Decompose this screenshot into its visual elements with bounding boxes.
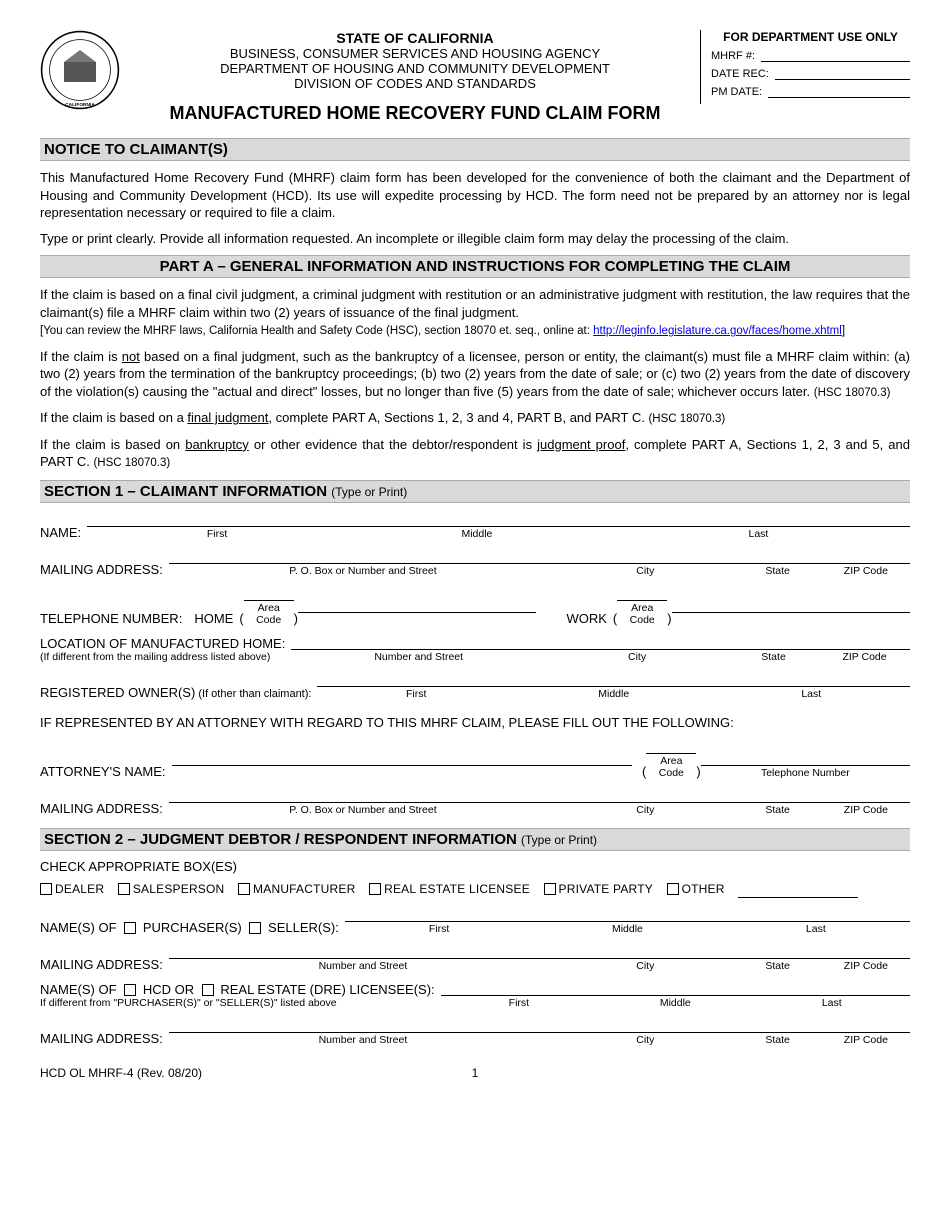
notice-heading: NOTICE TO CLAIMANT(S) bbox=[40, 138, 910, 161]
att-area-field[interactable] bbox=[646, 740, 696, 754]
loc-zip-field[interactable] bbox=[819, 636, 910, 650]
dre-checkbox[interactable] bbox=[202, 984, 214, 996]
work-label: WORK bbox=[566, 611, 606, 626]
other-field[interactable] bbox=[738, 884, 858, 898]
hcd-note: If different from "PURCHASER(S)" or "SEL… bbox=[40, 997, 441, 1009]
work-area-field[interactable] bbox=[617, 587, 667, 601]
dept-use-box: FOR DEPARTMENT USE ONLY MHRF #: DATE REC… bbox=[700, 30, 910, 104]
mhrf-num-label: MHRF #: bbox=[711, 50, 755, 62]
name-middle-field[interactable] bbox=[347, 513, 607, 527]
state-seal: HOUSING AND COMMUNITY CALIFORNIA bbox=[40, 30, 120, 110]
s2b-mail-state-field[interactable] bbox=[734, 1019, 822, 1033]
purchaser-checkbox[interactable] bbox=[124, 922, 136, 934]
section2-heading: SECTION 2 – JUDGMENT DEBTOR / RESPONDENT… bbox=[40, 828, 910, 851]
dept-box-title: FOR DEPARTMENT USE ONLY bbox=[711, 30, 910, 44]
svg-text:CALIFORNIA: CALIFORNIA bbox=[65, 102, 95, 108]
pm-date-label: PM DATE: bbox=[711, 86, 762, 98]
partA-p3: If the claim is based on a final judgmen… bbox=[40, 409, 910, 428]
name-last-field[interactable] bbox=[607, 513, 910, 527]
att-mail-zip-field[interactable] bbox=[822, 789, 910, 803]
work-phone-field[interactable] bbox=[672, 599, 910, 613]
header-agency3: DIVISION OF CODES AND STANDARDS bbox=[130, 76, 700, 91]
lic-middle-field[interactable] bbox=[597, 982, 753, 996]
s2-mail-city-field[interactable] bbox=[557, 945, 733, 959]
mhrf-num-field[interactable] bbox=[761, 50, 910, 62]
regown-middle-field[interactable] bbox=[515, 673, 713, 687]
att-mail-city-field[interactable] bbox=[557, 789, 733, 803]
namesof-label: NAME(S) OF PURCHASER(S) SELLER(S): bbox=[40, 920, 339, 935]
s2-mail-state-field[interactable] bbox=[734, 945, 822, 959]
page-number: 1 bbox=[455, 1066, 495, 1080]
date-rec-label: DATE REC: bbox=[711, 68, 769, 80]
home-area-field[interactable] bbox=[244, 587, 294, 601]
regown-last-field[interactable] bbox=[713, 673, 911, 687]
mailing-label: MAILING ADDRESS: bbox=[40, 562, 163, 577]
ps-first-field[interactable] bbox=[345, 908, 533, 922]
form-title: MANUFACTURED HOME RECOVERY FUND CLAIM FO… bbox=[130, 103, 700, 124]
salesperson-checkbox[interactable] bbox=[118, 883, 130, 895]
notice-p1: This Manufactured Home Recovery Fund (MH… bbox=[40, 169, 910, 222]
partA-p1: If the claim is based on a final civil j… bbox=[40, 286, 910, 340]
mail-zip-field[interactable] bbox=[822, 550, 910, 564]
att-mail-street-field[interactable] bbox=[169, 789, 557, 803]
loc-street-field[interactable] bbox=[291, 636, 546, 650]
mhrf-law-link[interactable]: http://leginfo.legislature.ca.gov/faces/… bbox=[593, 325, 842, 337]
partA-heading: PART A – GENERAL INFORMATION AND INSTRUC… bbox=[40, 255, 910, 278]
s2b-mail-street-field[interactable] bbox=[169, 1019, 557, 1033]
mail-street-field[interactable] bbox=[169, 550, 557, 564]
pp-checkbox[interactable] bbox=[544, 883, 556, 895]
loc-state-field[interactable] bbox=[728, 636, 819, 650]
rel-checkbox[interactable] bbox=[369, 883, 381, 895]
attname-field[interactable] bbox=[172, 752, 632, 766]
header-agency2: DEPARTMENT OF HOUSING AND COMMUNITY DEVE… bbox=[130, 61, 700, 76]
ps-middle-field[interactable] bbox=[533, 908, 721, 922]
s2-mailing-label: MAILING ADDRESS: bbox=[40, 957, 163, 972]
check-boxes-label: CHECK APPROPRIATE BOX(ES) bbox=[40, 859, 910, 874]
s2-mail-street-field[interactable] bbox=[169, 945, 557, 959]
form-id: HCD OL MHRF-4 (Rev. 08/20) bbox=[40, 1066, 455, 1080]
loc-city-field[interactable] bbox=[546, 636, 728, 650]
loc-label: LOCATION OF MANUFACTURED HOME: bbox=[40, 636, 285, 651]
notice-p2: Type or print clearly. Provide all infor… bbox=[40, 230, 910, 248]
att-mail-state-field[interactable] bbox=[734, 789, 822, 803]
mail-state-field[interactable] bbox=[734, 550, 822, 564]
home-label: HOME bbox=[194, 611, 233, 626]
partA-p4: If the claim is based on bankruptcy or o… bbox=[40, 436, 910, 472]
regown-label: REGISTERED OWNER(S) (If other than claim… bbox=[40, 685, 311, 700]
date-rec-field[interactable] bbox=[775, 68, 910, 80]
header-state: STATE OF CALIFORNIA bbox=[130, 30, 700, 46]
dealer-checkbox[interactable] bbox=[40, 883, 52, 895]
attname-label: ATTORNEY'S NAME: bbox=[40, 764, 166, 779]
ps-last-field[interactable] bbox=[722, 908, 910, 922]
pm-date-field[interactable] bbox=[768, 86, 910, 98]
manufacturer-checkbox[interactable] bbox=[238, 883, 250, 895]
seller-checkbox[interactable] bbox=[249, 922, 261, 934]
tel-label: TELEPHONE NUMBER: bbox=[40, 611, 182, 626]
header-agency1: BUSINESS, CONSUMER SERVICES AND HOUSING … bbox=[130, 46, 700, 61]
hcd-checkbox[interactable] bbox=[124, 984, 136, 996]
att-mailing-label: MAILING ADDRESS: bbox=[40, 801, 163, 816]
home-phone-field[interactable] bbox=[298, 599, 536, 613]
s2-mail-zip-field[interactable] bbox=[822, 945, 910, 959]
s2b-mail-city-field[interactable] bbox=[557, 1019, 733, 1033]
mail-city-field[interactable] bbox=[557, 550, 733, 564]
name-first-field[interactable] bbox=[87, 513, 347, 527]
lic-first-field[interactable] bbox=[441, 982, 597, 996]
loc-note: (If different from the mailing address l… bbox=[40, 651, 291, 663]
att-tel-field[interactable] bbox=[701, 752, 910, 766]
name-label: NAME: bbox=[40, 525, 81, 540]
s2b-mail-zip-field[interactable] bbox=[822, 1019, 910, 1033]
attorney-intro: IF REPRESENTED BY AN ATTORNEY WITH REGAR… bbox=[40, 714, 910, 732]
regown-first-field[interactable] bbox=[317, 673, 515, 687]
hcd-label: NAME(S) OF HCD OR REAL ESTATE (DRE) LICE… bbox=[40, 982, 435, 997]
section1-heading: SECTION 1 – CLAIMANT INFORMATION (Type o… bbox=[40, 480, 910, 503]
other-checkbox[interactable] bbox=[667, 883, 679, 895]
lic-last-field[interactable] bbox=[754, 982, 910, 996]
partA-p2: If the claim is not based on a final jud… bbox=[40, 348, 910, 402]
s2b-mailing-label: MAILING ADDRESS: bbox=[40, 1031, 163, 1046]
